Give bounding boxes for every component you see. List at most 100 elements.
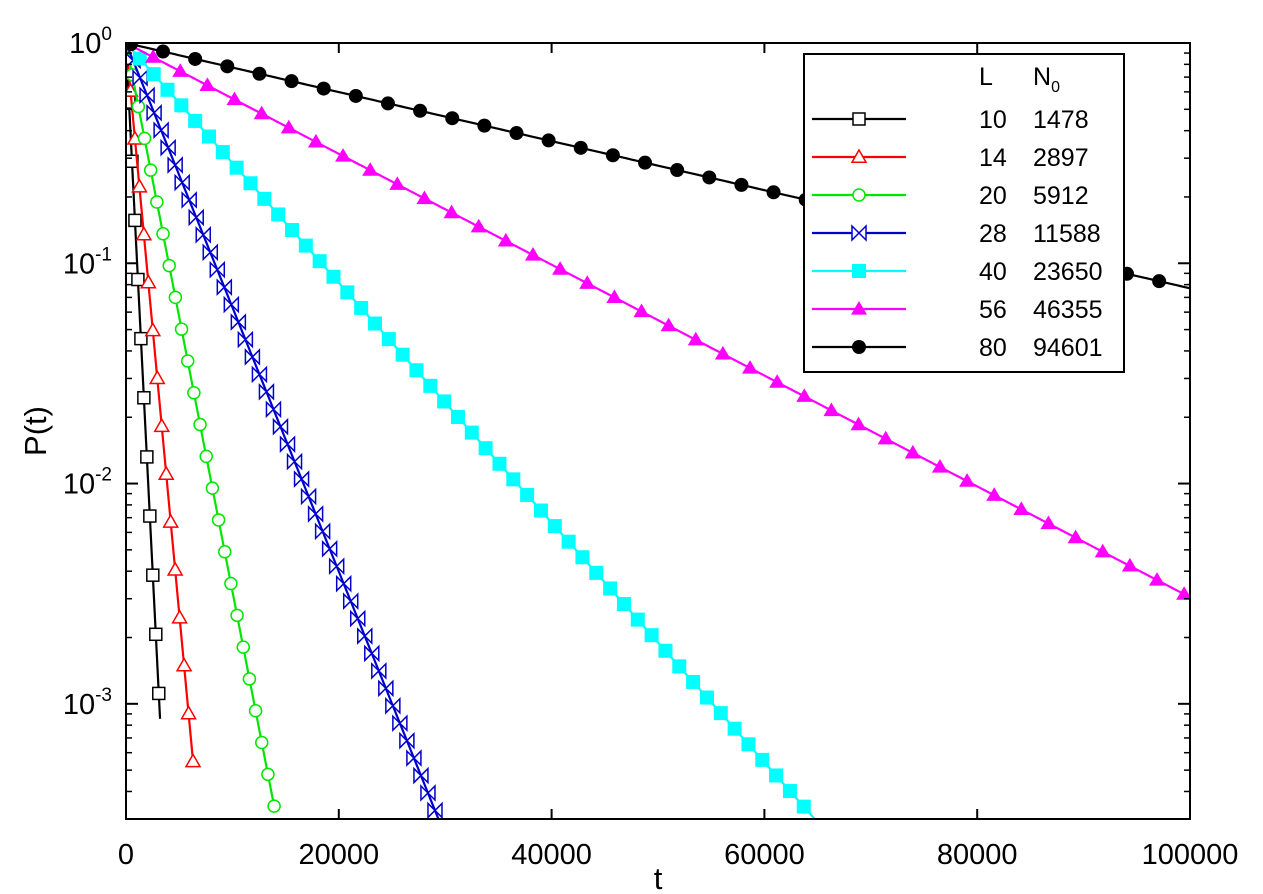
data-point-56 <box>470 218 487 233</box>
data-point-80 <box>220 59 235 74</box>
data-point-40 <box>450 410 465 425</box>
data-point-80 <box>316 81 331 96</box>
data-point-56 <box>687 331 704 346</box>
x-axis-title: t <box>654 861 663 894</box>
legend-l-value: 80 <box>979 334 1007 362</box>
data-point-40 <box>132 51 147 66</box>
legend-n0-value: 1478 <box>1033 106 1089 134</box>
data-point-28 <box>188 208 204 227</box>
data-point-28 <box>399 731 415 750</box>
x-tick-label: 60000 <box>724 839 805 871</box>
data-point-80 <box>702 170 717 185</box>
data-point-40 <box>533 503 548 518</box>
data-point-40 <box>381 332 396 347</box>
y-tick-base: 10 <box>63 248 95 280</box>
data-point-20 <box>180 354 195 368</box>
legend-n0-value: 2897 <box>1033 144 1089 172</box>
data-point-40 <box>672 659 687 674</box>
series-20 <box>126 43 281 813</box>
data-point-28 <box>406 749 422 767</box>
x-tick-label: 20000 <box>298 839 379 871</box>
data-point-14 <box>162 513 179 528</box>
data-point-20 <box>162 258 176 273</box>
data-point-80 <box>670 163 685 178</box>
data-point-40 <box>616 597 631 612</box>
legend-row-14: 14 2897 <box>812 144 1089 172</box>
data-point-40 <box>727 721 742 736</box>
legend-box <box>803 53 1125 373</box>
data-point-10 <box>134 331 148 346</box>
data-point-28 <box>146 103 162 122</box>
series-40 <box>126 43 817 819</box>
data-point-20 <box>143 163 158 177</box>
data-point-56 <box>416 190 433 205</box>
data-point-80 <box>284 74 299 89</box>
data-point-14 <box>148 369 166 385</box>
series-56 <box>126 43 1190 600</box>
data-point-10 <box>128 213 142 228</box>
legend-row-28: 28 11588 <box>812 220 1101 248</box>
x-tick-label: 40000 <box>511 839 592 871</box>
data-point-28 <box>223 295 240 314</box>
data-point-20 <box>156 227 170 241</box>
data-point-40 <box>589 565 604 580</box>
data-point-28 <box>279 435 296 453</box>
data-point-28 <box>251 365 268 384</box>
legend-row-80: 80 94601 <box>812 334 1103 362</box>
data-point-20 <box>211 513 226 527</box>
data-point-40 <box>464 425 479 440</box>
data-point-28 <box>265 400 282 419</box>
data-point-56 <box>172 63 189 77</box>
data-point-28 <box>420 784 436 802</box>
legend-n0-value: 11588 <box>1033 220 1101 248</box>
data-point-56 <box>253 105 270 120</box>
data-point-56 <box>714 345 731 360</box>
legend-header-subscript: 0 <box>1051 79 1060 96</box>
data-point-40 <box>188 113 203 128</box>
legend-row-56: 56 46355 <box>812 296 1103 324</box>
data-point-56 <box>769 374 786 388</box>
legend-l-value: 10 <box>979 106 1007 134</box>
data-point-80 <box>1152 274 1167 289</box>
data-point-20 <box>224 576 238 591</box>
legend-marker <box>852 340 866 354</box>
data-point-80 <box>734 177 749 192</box>
y-axis-title: P(t) <box>18 406 53 456</box>
data-point-28 <box>321 539 338 558</box>
data-point-80 <box>638 155 653 170</box>
data-point-28 <box>174 173 190 192</box>
y-tick-base: 10 <box>63 469 95 501</box>
data-point-40 <box>146 67 161 82</box>
data-point-10 <box>131 272 145 287</box>
data-point-56 <box>606 289 623 304</box>
data-point-10 <box>146 568 160 582</box>
data-point-10 <box>149 627 163 642</box>
data-point-40 <box>506 472 521 487</box>
data-point-40 <box>257 191 272 206</box>
data-point-40 <box>603 581 618 596</box>
data-point-56 <box>362 162 379 176</box>
data-point-20 <box>267 799 281 813</box>
data-point-56 <box>1094 543 1111 558</box>
series-14 <box>126 43 202 768</box>
data-point-40 <box>561 534 576 549</box>
data-point-14 <box>153 417 171 433</box>
y-tick-label: 100 <box>69 24 112 60</box>
data-point-56 <box>1013 501 1030 516</box>
series-layer <box>126 43 1190 819</box>
legend-rows: 10 1478 14 2897 20 5912 28 11588 40 23650 56 46355 8… <box>812 106 1103 362</box>
x-tick-label: 80000 <box>937 839 1018 871</box>
data-point-56 <box>199 77 216 92</box>
data-point-28 <box>272 417 289 436</box>
data-point-40 <box>298 238 313 253</box>
legend-n0-value: 94601 <box>1033 334 1103 362</box>
data-point-56 <box>1067 529 1084 544</box>
data-point-56 <box>931 459 948 473</box>
data-point-56 <box>660 317 677 332</box>
x-tick-label: 100000 <box>1142 839 1239 871</box>
data-point-28 <box>293 470 310 488</box>
x-tick-label: 0 <box>118 839 134 871</box>
legend-row-10: 10 1478 <box>812 106 1089 134</box>
data-point-20 <box>255 735 269 750</box>
data-point-28 <box>258 383 275 401</box>
